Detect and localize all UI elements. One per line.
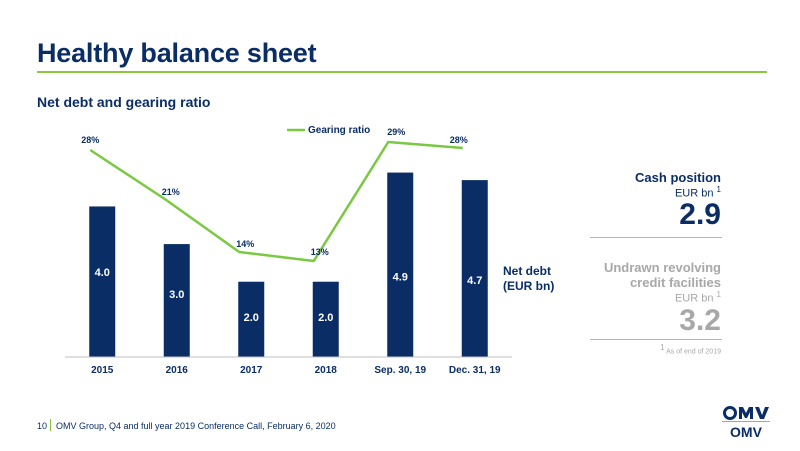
bar-2 <box>238 281 265 357</box>
page-title: Healthy balance sheet <box>37 38 317 68</box>
x-tick-label-4: Sep. 30, 19 <box>374 365 426 376</box>
bar-value-label-4: 4.9 <box>393 272 408 284</box>
footnote: 1 As of end of 2019 <box>660 343 721 355</box>
x-tick-label-1: 2016 <box>166 365 189 376</box>
gearing-ratio-line <box>89 140 463 263</box>
x-tick-label-3: 2018 <box>315 365 338 376</box>
gearing-label-2: 14% <box>236 239 254 249</box>
undrawn-facilities-label: Undrawn revolving credit facilities <box>603 260 721 290</box>
cash-position-value: 2.9 <box>679 198 721 231</box>
x-tick-label-0: 2015 <box>91 365 114 376</box>
omv-logo-icon: OMV <box>722 406 770 439</box>
bar-value-label-3: 2.0 <box>318 312 333 324</box>
bar-1 <box>163 244 190 357</box>
cash-unit-footnote-mark: 1 <box>716 185 721 194</box>
footer-separator <box>50 419 51 431</box>
undrawn-facilities-value: 3.2 <box>679 304 721 337</box>
sidebar-divider <box>590 237 722 238</box>
gearing-label-4: 29% <box>387 127 405 137</box>
gearing-label-1: 21% <box>162 187 180 197</box>
bar-4 <box>387 172 414 357</box>
net-debt-series-label: Net debt (EUR bn) <box>503 264 554 294</box>
bar-value-label-0: 4.0 <box>95 267 110 279</box>
undrawn-facilities-unit: EUR bn 1 <box>675 290 721 305</box>
cash-unit-text: EUR bn <box>674 187 714 200</box>
bar-0 <box>89 206 116 357</box>
bar-3 <box>312 281 339 357</box>
bar-value-label-5: 4.7 <box>467 275 482 287</box>
cash-position-unit: EUR bn 1 <box>675 185 721 200</box>
bar-value-label-1: 3.0 <box>169 289 184 301</box>
bar-value-label-2: 2.0 <box>244 312 259 324</box>
net-debt-series-label-line2: (EUR bn) <box>503 279 555 293</box>
gearing-label-5: 28% <box>450 135 468 145</box>
gearing-label-3: 13% <box>311 247 329 257</box>
legend-label-gearing: Gearing ratio <box>308 125 370 136</box>
sidebar-divider-2 <box>590 339 722 340</box>
cash-position-label: Cash position <box>635 170 721 185</box>
x-tick-label-5: Dec. 31, 19 <box>449 365 501 376</box>
undrawn-unit-text: EUR bn <box>674 292 714 305</box>
gearing-label-0: 28% <box>81 135 99 145</box>
title-underline <box>37 71 767 73</box>
net-debt-series-label-line1: Net debt <box>503 264 551 278</box>
chart-subtitle: Net debt and gearing ratio <box>37 94 211 110</box>
omv-logo-text: OMV <box>730 424 763 439</box>
page-number: 10 <box>37 421 48 431</box>
footer-text: OMV Group, Q4 and full year 2019 Confere… <box>56 421 336 431</box>
footnote-mark: 1 <box>660 343 665 352</box>
footnote-text: As of end of 2019 <box>666 348 721 356</box>
x-tick-label-2: 2017 <box>240 365 263 376</box>
undrawn-unit-footnote-mark: 1 <box>716 290 721 299</box>
bar-5 <box>461 180 488 357</box>
